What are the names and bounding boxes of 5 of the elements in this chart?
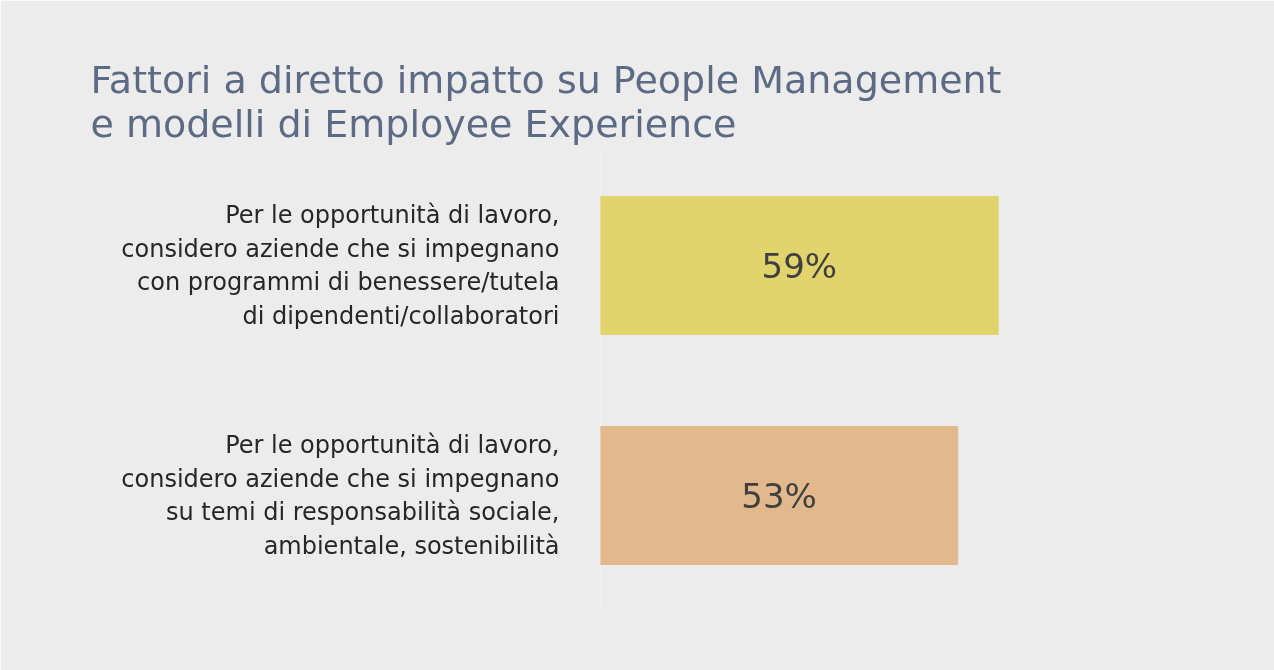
data-label: 59%	[761, 245, 838, 286]
y-tick-label: Per le opportunità di lavoro, considero aziende che si impegnano con programmi di benessere/tutela di dipendenti/collaboratori	[121, 201, 560, 330]
y-tick-label: Per le opportunità di lavoro, considero aziende che si impegnano su temi di responsabilità sociale, ambientale, sostenibilità	[121, 431, 560, 560]
chart-title: Fattori a diretto impatto su People Management e modelli di Employee Experience	[90, 57, 1002, 146]
data-label: 53%	[741, 475, 817, 516]
